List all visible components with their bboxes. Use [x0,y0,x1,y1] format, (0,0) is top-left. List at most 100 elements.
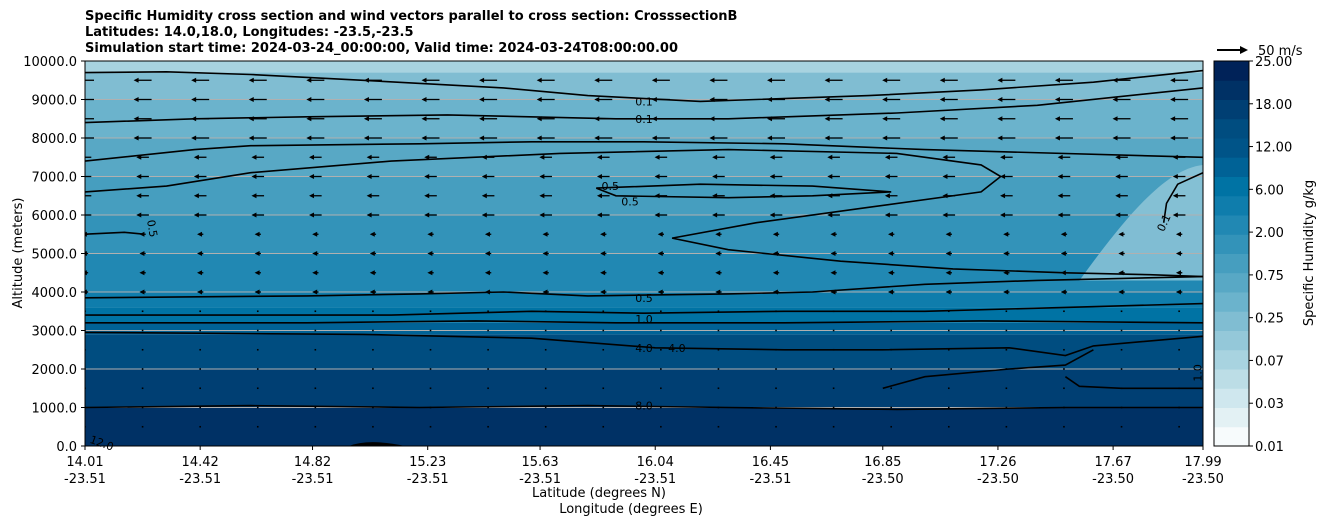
wind-arrowhead-234 [884,212,890,218]
wind-arrowhead-233 [827,212,833,218]
x-tick-label-lon-0: -23.51 [64,472,106,487]
wind-arrowhead-298 [1115,154,1121,160]
wind-arrowhead-172 [772,270,778,276]
wind-arrowhead-338 [1112,116,1118,122]
colorbar-segment-9 [1214,253,1249,274]
wind-arrow-129 [602,310,605,313]
contour-0.1-right [1162,171,1203,223]
colorbar-tick-label-0: 0.01 [1255,440,1284,455]
wind-arrow-85 [372,348,374,351]
wind-arrowhead-243 [251,193,257,199]
wind-arrow-135 [947,310,950,313]
wind-arrowhead-294 [884,154,890,160]
humidity-band-0 [85,407,1203,446]
x-tick-label-lon-8: -23.50 [977,472,1019,487]
wind-arrowhead-268 [539,174,545,179]
wind-arrow-33 [832,406,835,409]
wind-arrow-34 [890,406,892,409]
wind-arrow-134 [890,310,892,313]
colorbar-tick-label-9: 25.00 [1255,55,1292,70]
wind-arrowhead-297 [1057,154,1063,160]
wind-arrowhead-229 [596,212,602,218]
wind-arrowhead-149 [600,289,606,295]
wind-arrowhead-191 [715,251,721,256]
wind-arrow-67 [487,368,489,370]
wind-arrow-36 [1005,406,1008,409]
wind-arrowhead-170 [657,270,663,276]
contour-0.5-envelope [85,148,1203,278]
wind-arrow-115 [947,329,950,332]
wind-arrowhead-210 [657,231,663,237]
wind-arrow-126 [429,310,432,313]
wind-arrowhead-271 [712,174,718,179]
wind-arrowhead-247 [481,193,487,199]
wind-arrowhead-175 [945,270,951,276]
humidity-band-9 [85,138,1203,177]
wind-arrow-110 [660,329,662,332]
wind-arrowhead-367 [479,77,485,83]
wind-arrowhead-290 [654,154,660,160]
wind-arrowhead-161 [139,270,145,276]
humidity-fill [85,61,1203,446]
wind-arrowhead-227 [481,212,487,218]
wind-arrowhead-254 [884,193,890,199]
y-tick-label-1: 1000.0 [32,402,78,417]
colorbar-segment-10 [1214,234,1249,254]
wind-arrowhead-207 [484,231,490,237]
wind-arrowhead-331 [709,116,715,122]
wind-arrowhead-159 [1175,289,1181,295]
colorbar-tick-label-4: 0.75 [1255,269,1284,284]
wind-arrow-96 [1005,348,1008,351]
colorbar: 0.01 0.03 0.07 0.25 0.75 2.00 6.00 12.00 18.00 25… [1213,55,1292,455]
x-tick-label-lat-2: 14.82 [294,455,331,470]
wind-arrowhead-292 [769,154,775,160]
wind-arrow-77 [1063,368,1065,370]
wind-arrow-30 [660,406,662,409]
wind-arrow-61 [141,368,144,370]
wind-arrow-92 [775,348,777,351]
wind-arrowhead-325 [363,116,369,122]
wind-arrowhead-258 [1115,193,1121,199]
contour-label-12: 1.0 [1191,364,1204,382]
wind-arrowhead-379 [1170,77,1176,83]
contour-label-3: 0.5 [621,196,639,209]
wind-arrow-48 [544,387,547,390]
wind-arrowhead-344 [306,97,312,102]
wind-arrow-21 [141,406,144,409]
x-tick-label-lat-10: 17.99 [1184,455,1221,470]
wind-arrowhead-318 [1112,135,1118,141]
wind-arrowhead-265 [366,174,372,179]
wind-arrow-57 [1063,387,1065,390]
colorbar-segment-17 [1214,99,1249,120]
quiver-key-arrow-icon [1240,46,1248,54]
wind-arrowhead-181 [139,251,145,256]
contour-0.1-mid [85,141,1203,162]
wind-arrowhead-378 [1112,77,1118,83]
wind-arrowhead-329 [594,116,600,122]
wind-arrowhead-358 [1112,97,1118,102]
wind-arrow-42 [199,387,201,390]
wind-arrowhead-153 [830,289,836,295]
wind-arrowhead-354 [882,97,888,102]
wind-arrowhead-173 [830,270,836,276]
wind-arrowhead-147 [484,289,490,295]
wind-arrowhead-303 [248,135,254,141]
wind-arrow-78 [1120,368,1123,370]
wind-arrowhead-334 [882,116,888,122]
wind-arrowhead-374 [882,77,888,83]
wind-arrowhead-219 [1175,231,1181,237]
wind-arrow-43 [256,387,259,390]
wind-arrow-8 [544,425,547,428]
colorbar-segment-18 [1214,80,1249,100]
wind-arrowhead-163 [254,270,260,276]
contour-label-1: 0.1 [635,113,653,126]
wind-arrowhead-315 [939,135,945,141]
wind-arrowhead-145 [369,289,375,295]
wind-arrow-56 [1005,387,1008,390]
wind-arrow-32 [775,406,777,409]
x-tick-label-lon-2: -23.51 [292,472,334,487]
wind-arrowhead-245 [366,193,372,199]
wind-arrowhead-242 [193,193,199,199]
wind-arrowhead-206 [427,231,433,237]
